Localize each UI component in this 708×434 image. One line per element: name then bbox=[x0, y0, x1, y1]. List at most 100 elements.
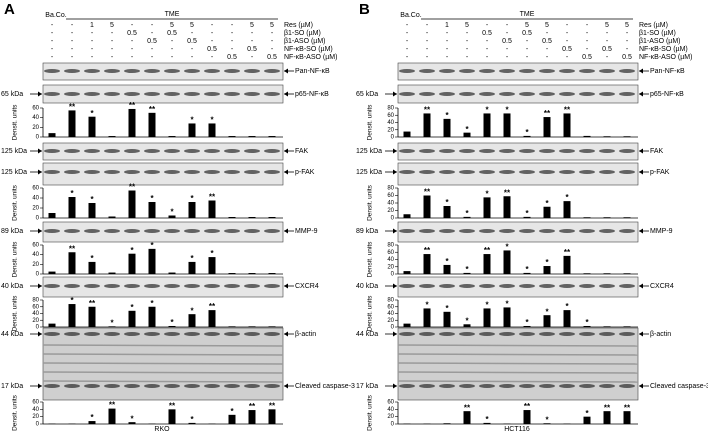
significance: ** bbox=[149, 105, 156, 114]
treatment-cell: - bbox=[51, 38, 54, 45]
y-tick-label: 20 bbox=[387, 208, 394, 214]
bar bbox=[208, 200, 216, 218]
treatment-cell: - bbox=[426, 38, 429, 45]
bar bbox=[543, 423, 551, 424]
band bbox=[519, 284, 535, 288]
band bbox=[439, 332, 455, 336]
bar bbox=[268, 136, 276, 137]
y-tick-label: 20 bbox=[32, 206, 39, 212]
blot bbox=[397, 142, 639, 161]
treatment-cell: 5 bbox=[190, 22, 194, 29]
kda-label: 40 kDa bbox=[1, 283, 23, 290]
bar bbox=[483, 422, 491, 424]
treatment-cell: - bbox=[586, 22, 589, 29]
band bbox=[599, 332, 615, 336]
bar bbox=[503, 113, 511, 137]
band bbox=[479, 69, 495, 73]
band bbox=[204, 332, 220, 336]
y-tick-label: 60 bbox=[32, 304, 39, 310]
blot-label: Pan-NF-κB bbox=[295, 68, 330, 75]
blot-label: p-FAK bbox=[650, 169, 670, 176]
arrow-head bbox=[393, 383, 397, 389]
treatment-cell: 0.5 bbox=[247, 46, 257, 53]
arrow-head bbox=[38, 331, 42, 337]
bar bbox=[503, 307, 511, 327]
bar bbox=[228, 273, 236, 274]
band bbox=[619, 170, 635, 174]
bar bbox=[523, 135, 531, 137]
blot-label: MMP-9 bbox=[295, 228, 318, 235]
treatment-cell: - bbox=[586, 38, 589, 45]
significance: ** bbox=[624, 403, 631, 412]
bar bbox=[268, 273, 276, 274]
treatment-cell: - bbox=[426, 30, 429, 37]
significance: ** bbox=[524, 402, 531, 411]
tme-label: TME bbox=[520, 11, 535, 18]
significance: * bbox=[585, 409, 589, 418]
treatment-cell: - bbox=[71, 38, 74, 45]
treatment-cell: - bbox=[446, 46, 449, 53]
band bbox=[599, 149, 615, 153]
band bbox=[539, 284, 555, 288]
band bbox=[399, 332, 415, 336]
arrow-head bbox=[639, 228, 643, 234]
significance: * bbox=[545, 415, 549, 424]
band bbox=[124, 332, 140, 336]
band bbox=[124, 69, 140, 73]
band bbox=[104, 92, 120, 96]
treatment-cell: - bbox=[426, 46, 429, 53]
band bbox=[264, 92, 280, 96]
bar bbox=[483, 113, 491, 137]
bar bbox=[88, 306, 96, 327]
bar bbox=[268, 217, 276, 218]
significance: * bbox=[485, 301, 489, 310]
band bbox=[519, 149, 535, 153]
panel-letter: B bbox=[359, 1, 370, 18]
bar bbox=[88, 421, 96, 424]
band bbox=[459, 170, 475, 174]
significance: * bbox=[545, 307, 549, 316]
bar bbox=[228, 326, 236, 327]
treatment-cell: - bbox=[506, 30, 509, 37]
y-tick-label: 40 bbox=[32, 311, 39, 317]
bar bbox=[188, 123, 196, 137]
band bbox=[519, 92, 535, 96]
treatment-cell: - bbox=[91, 54, 94, 61]
bar bbox=[168, 409, 176, 424]
treatment-label: NF-κB-ASO (µM) bbox=[639, 54, 692, 61]
band bbox=[224, 92, 240, 96]
band bbox=[164, 170, 180, 174]
significance: * bbox=[190, 116, 194, 125]
band bbox=[44, 149, 60, 153]
band bbox=[164, 149, 180, 153]
bar bbox=[443, 264, 451, 274]
treatment-cell: 0.5 bbox=[227, 54, 237, 61]
significance: * bbox=[190, 415, 194, 424]
band bbox=[619, 229, 635, 233]
significance: * bbox=[110, 318, 114, 327]
y-tick-label: 0 bbox=[36, 272, 40, 278]
bar bbox=[68, 252, 76, 274]
treatment-cell: - bbox=[426, 54, 429, 61]
y-tick-label: 20 bbox=[387, 127, 394, 133]
y-tick-label: 60 bbox=[387, 113, 394, 119]
significance: * bbox=[230, 407, 234, 416]
bar bbox=[148, 202, 156, 218]
significance: ** bbox=[604, 403, 611, 412]
bar bbox=[48, 133, 56, 137]
treatment-cell: - bbox=[526, 46, 529, 53]
bar bbox=[88, 116, 96, 137]
bar bbox=[523, 272, 531, 274]
blot-label: β-actin bbox=[295, 331, 316, 338]
bar bbox=[128, 310, 136, 327]
band bbox=[164, 332, 180, 336]
treatment-cell: - bbox=[566, 22, 569, 29]
treatment-label: Res (µM) bbox=[284, 22, 313, 29]
significance: * bbox=[505, 106, 509, 115]
band bbox=[264, 69, 280, 73]
band bbox=[244, 384, 260, 388]
band bbox=[419, 332, 435, 336]
band bbox=[399, 149, 415, 153]
y-tick-label: 0 bbox=[391, 272, 395, 278]
